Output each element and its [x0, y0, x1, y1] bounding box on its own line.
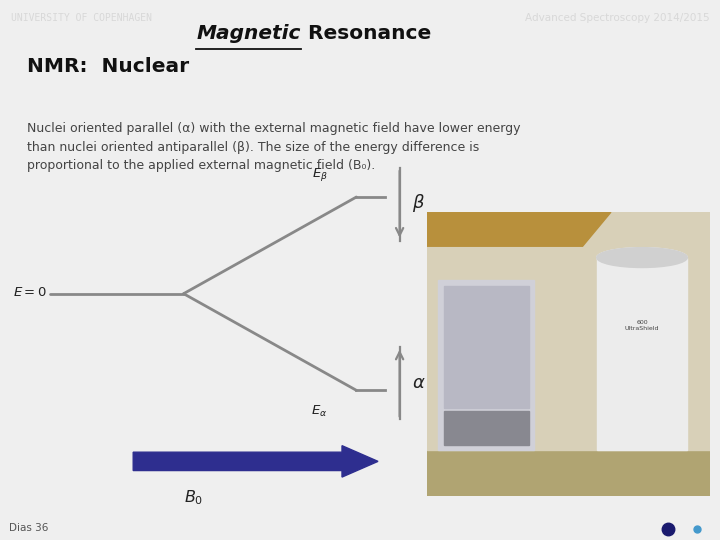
Text: $E=0$: $E=0$ [13, 286, 47, 299]
Text: 600
UltraShield: 600 UltraShield [625, 320, 660, 331]
Text: Magnetic: Magnetic [197, 24, 301, 43]
Text: NMR:  Nuclear: NMR: Nuclear [27, 57, 197, 76]
Text: $\beta$: $\beta$ [412, 192, 425, 214]
Polygon shape [427, 212, 611, 246]
Text: UNIVERSITY OF COPENHAGEN: UNIVERSITY OF COPENHAGEN [11, 12, 152, 23]
Text: Resonance: Resonance [301, 24, 431, 43]
Text: Advanced Spectroscopy 2014/2015: Advanced Spectroscopy 2014/2015 [525, 12, 709, 23]
Bar [597, 258, 688, 450]
FancyArrow shape [133, 446, 378, 477]
Text: Dias 36: Dias 36 [9, 523, 48, 533]
Ellipse shape [597, 248, 688, 267]
Bar [438, 280, 534, 450]
Text: $B_0$: $B_0$ [184, 489, 203, 507]
Text: $\alpha$: $\alpha$ [412, 374, 426, 392]
Text: $E_{\beta}$: $E_{\beta}$ [312, 165, 328, 183]
Text: $E_{\alpha}$: $E_{\alpha}$ [311, 404, 328, 419]
Bar [444, 286, 528, 408]
Ellipse shape [597, 248, 688, 267]
Text: Nuclei oriented parallel (α) with the external magnetic field have lower energy
: Nuclei oriented parallel (α) with the ex… [27, 122, 521, 172]
Bar [444, 410, 528, 445]
Bar [427, 450, 710, 496]
Bar [427, 212, 710, 450]
